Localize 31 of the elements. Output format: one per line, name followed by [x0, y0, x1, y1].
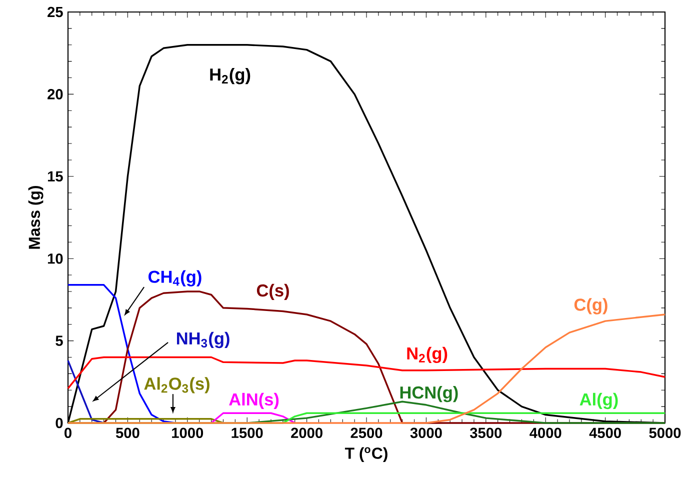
series-label: AlN(s): [229, 392, 279, 410]
x-tick-label: 2000: [291, 428, 322, 438]
y-tick-label: 15: [48, 171, 63, 182]
x-tick-label: 500: [116, 428, 140, 438]
x-tick-label: 1000: [172, 428, 204, 438]
series-label: C(g): [574, 298, 608, 314]
x-tick-label: 3000: [410, 428, 442, 438]
series-label: Al$_{2}$O$_{3}$(s): [144, 377, 210, 394]
x-tick-label: 1500: [232, 428, 263, 438]
x-axis-title: T ($^{o}$C): [344, 447, 388, 462]
y-tick-label: 5: [56, 336, 63, 346]
y-tick-label: 0: [56, 418, 63, 428]
series-label: Al(g): [580, 392, 618, 410]
series-label: H$_{2}$(g): [210, 68, 250, 84]
x-tick-label: 4000: [530, 428, 562, 438]
series-label: C(s): [256, 284, 289, 300]
x-tick-label: 2500: [350, 428, 382, 438]
x-tick-label: 3500: [470, 428, 502, 438]
y-tick-label: 10: [48, 253, 63, 264]
line-series: [67, 360, 105, 424]
text: NH$_{3}$(g): [177, 332, 230, 348]
x-tick-label: 5000: [649, 428, 681, 438]
x-tick-label: 0: [64, 428, 72, 438]
y-axis-title: Mass (g): [28, 186, 44, 249]
line-series: [67, 314, 666, 424]
text: CH$_{4}$(g): [148, 270, 202, 286]
x-tick-label: 4500: [589, 428, 621, 438]
series-label: N$_{2}$(g): [407, 346, 448, 364]
series-label: HCN(g): [400, 386, 458, 402]
y-tick-label: 20: [48, 89, 63, 100]
y-tick-label: 25: [48, 6, 63, 18]
